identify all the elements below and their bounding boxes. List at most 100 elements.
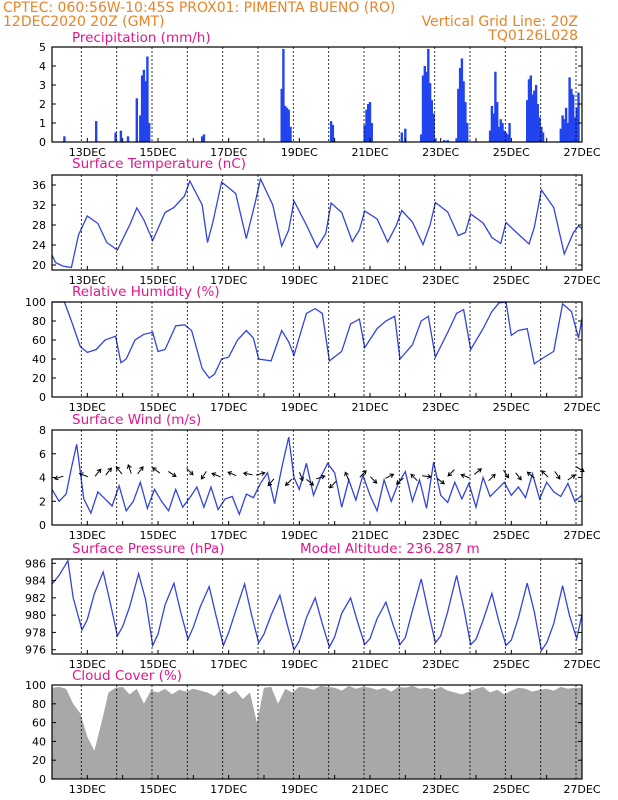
x-tick-label: 15DEC: [139, 529, 176, 542]
precip-bar: [496, 102, 499, 142]
precip-bar: [536, 104, 539, 142]
x-tick-label: 13DEC: [69, 658, 106, 671]
x-tick-label: 27DEC: [563, 401, 600, 414]
wind-arrow: [503, 469, 510, 479]
x-tick-label: 21DEC: [351, 529, 388, 542]
cloud-frame: [51, 684, 583, 780]
cloud-title: Cloud Cover (%): [72, 668, 182, 684]
precip-bar: [148, 123, 151, 142]
y-tick-label: 2: [39, 495, 46, 508]
precip-bar: [404, 128, 407, 142]
wind-arrow: [94, 468, 102, 477]
precip-bar: [400, 132, 403, 142]
wind-frame: [51, 429, 583, 526]
wind-arrow: [554, 471, 561, 480]
wind-arrow: [242, 471, 253, 477]
precip-bar: [499, 119, 502, 142]
x-tick-label: 21DEC: [351, 658, 388, 671]
x-tick-label: 27DEC: [563, 658, 600, 671]
x-tick-label: 13DEC: [69, 274, 106, 287]
x-tick-label: 23DEC: [422, 783, 459, 796]
header-station: CPTEC: 060:56W-10:45S PROX01: PIMENTA BU…: [3, 0, 395, 16]
wind-arrow: [168, 470, 177, 477]
x-tick-label: 19DEC: [281, 146, 318, 159]
precip-bar: [533, 90, 536, 142]
panels: 0 1 2 3 4 5 13DEC 15DEC 17DEC 19DEC 21DEC 23DEC 25DE…: [25, 41, 601, 796]
y-tick-label: 0: [39, 519, 46, 532]
precip-bar: [368, 102, 372, 142]
x-tick-label: 13DEC: [69, 146, 106, 159]
x-tick-label: 13DEC: [69, 529, 106, 542]
x-tick-label: 23DEC: [422, 146, 459, 159]
y-tick-label: 5: [39, 41, 46, 54]
precip-bar: [142, 69, 146, 142]
pres-line: [51, 558, 583, 653]
x-tick-label: 25DEC: [493, 146, 530, 159]
precip-bar: [421, 75, 425, 142]
y-tick-label: 6: [39, 448, 46, 461]
precip-bar: [503, 130, 506, 142]
x-tick-label: 19DEC: [281, 401, 318, 414]
precip-frame: [51, 46, 583, 143]
x-tick-label: 13DEC: [69, 401, 106, 414]
temp-title: Surface Temperature (nC): [72, 156, 246, 172]
precip-bar: [146, 56, 149, 142]
precip-bar: [427, 48, 430, 142]
y-tick-label: 20: [32, 372, 46, 385]
precip-bar: [490, 105, 494, 142]
precip-bar: [63, 136, 66, 142]
x-tick-label: 19DEC: [281, 658, 318, 671]
precip-bar: [420, 134, 423, 142]
precip-bar: [466, 123, 469, 142]
y-tick-label: 40: [32, 353, 46, 366]
wind-arrow: [436, 477, 445, 485]
precip-bar: [126, 136, 130, 142]
wind-arrow: [316, 474, 326, 480]
precip-bar: [572, 94, 575, 142]
x-tick-label: 21DEC: [351, 146, 388, 159]
precip-bar: [201, 136, 204, 142]
precip-bar: [284, 105, 287, 142]
precip-bar: [282, 48, 285, 142]
cloud-panel: 0 20 40 60 80 100 13DEC 15DEC 17DEC 19DEC 21DEC 23D…: [25, 679, 601, 796]
precip-bar: [577, 92, 580, 142]
precip-bar: [570, 88, 573, 142]
y-tick-label: 8: [39, 424, 46, 437]
x-tick-label: 19DEC: [281, 529, 318, 542]
wind-arrow: [567, 474, 576, 481]
wind-arrow: [541, 470, 549, 478]
rh-line: [52, 301, 583, 379]
wind-arrow: [53, 475, 64, 481]
pres-title: Surface Pressure (hPa): [72, 541, 225, 557]
y-tick-label: 982: [25, 592, 46, 605]
y-tick-label: 60: [32, 717, 46, 730]
y-tick-label: 40: [32, 735, 46, 748]
precip-bar: [508, 123, 511, 142]
precip-bar: [331, 124, 335, 142]
precip-bar: [285, 107, 289, 142]
wind-arrow: [306, 479, 315, 486]
x-tick-label: 23DEC: [422, 274, 459, 287]
y-tick-label: 0: [39, 773, 46, 786]
y-tick-label: 3: [39, 79, 46, 92]
wind-arrow: [299, 471, 304, 482]
precip-bar: [497, 126, 501, 142]
precip-bar: [526, 100, 529, 142]
wind-vectors: [53, 463, 585, 489]
wind-arrow: [344, 471, 350, 481]
precip-bar: [561, 115, 564, 142]
y-tick-label: 20: [32, 259, 46, 272]
wind-arrow: [329, 481, 337, 489]
precip-bar: [529, 75, 532, 142]
y-tick-label: 2: [39, 98, 46, 111]
x-tick-label: 25DEC: [493, 529, 530, 542]
precip-bar: [139, 115, 142, 142]
temp-panel: 20 24 28 32 36 13DEC 15DEC 17DEC 19DEC 21DEC 23DEC…: [32, 174, 601, 287]
x-tick-label: 21DEC: [351, 274, 388, 287]
precip-bar: [488, 130, 492, 142]
wind-arrow: [200, 471, 207, 480]
precip-bar: [135, 98, 138, 142]
x-tick-label: 27DEC: [563, 529, 600, 542]
rh-title: Relative Humidity (%): [72, 284, 220, 300]
y-tick-label: 0: [39, 391, 46, 404]
